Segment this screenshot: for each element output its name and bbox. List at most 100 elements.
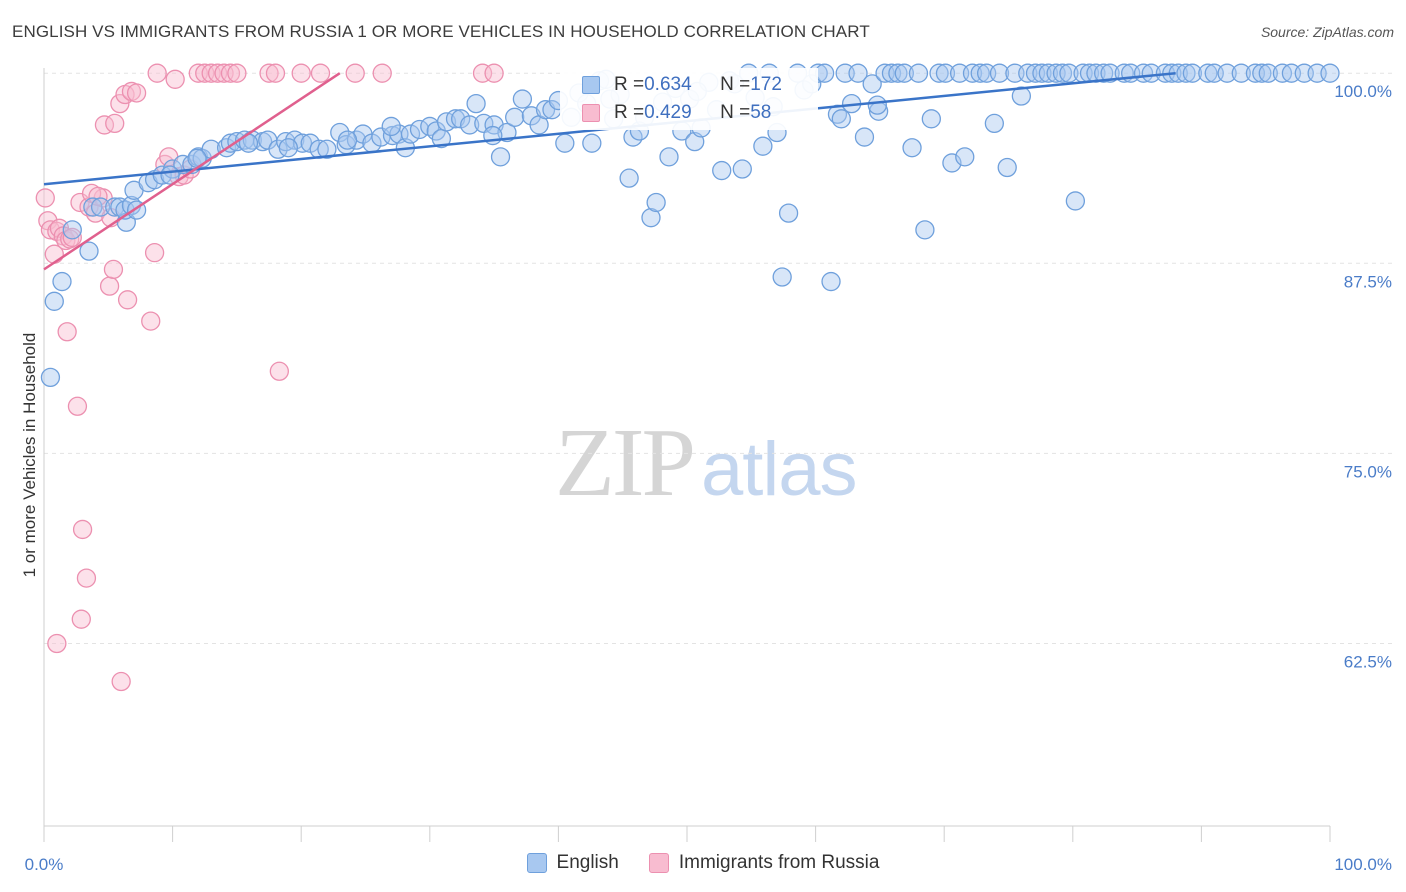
point-russia <box>57 322 77 342</box>
point-russia <box>126 83 147 103</box>
point-english <box>962 63 983 83</box>
legend-swatch-russia <box>648 853 669 873</box>
point-english <box>285 130 305 150</box>
point-english <box>1018 63 1038 83</box>
point-english <box>337 130 358 150</box>
point-russia <box>165 69 185 89</box>
point-russia <box>259 63 279 83</box>
point-english <box>1217 63 1237 83</box>
point-english <box>902 138 922 158</box>
point-russia <box>147 63 167 83</box>
point-english <box>989 63 1010 83</box>
point-russia <box>110 93 130 114</box>
point-russia <box>117 290 138 310</box>
point-english <box>646 192 666 213</box>
point-english <box>381 116 401 137</box>
legend-item-russia[interactable]: Immigrants from Russia <box>648 852 880 874</box>
point-english <box>582 133 602 153</box>
point-russia <box>310 63 331 83</box>
point-english <box>641 208 661 228</box>
x-tick-label: 0.0% <box>25 855 64 874</box>
stats-swatch-russia <box>582 104 600 122</box>
point-english <box>1059 63 1079 83</box>
point-russia <box>484 63 504 83</box>
point-english <box>62 220 82 240</box>
point-english <box>460 115 480 135</box>
point-english <box>929 63 949 83</box>
point-english <box>466 93 486 114</box>
point-russia <box>141 311 161 331</box>
point-english <box>935 63 956 83</box>
legend-swatch-english <box>526 853 547 873</box>
point-english <box>400 124 421 144</box>
legend-label-russia: Immigrants from Russia <box>678 852 880 873</box>
point-russia <box>372 63 392 83</box>
point-english <box>330 122 350 143</box>
point-english <box>1065 191 1086 211</box>
source-label: Source: ZipAtlas.com <box>1260 24 1394 40</box>
point-english <box>40 367 61 388</box>
point-english <box>44 291 64 311</box>
point-russia <box>76 568 97 588</box>
point-russia <box>269 361 289 381</box>
point-english <box>831 109 851 129</box>
point-russia <box>62 227 82 248</box>
point-english <box>1141 63 1161 83</box>
y-tick-label: 87.5% <box>1344 272 1392 291</box>
point-english <box>814 63 835 83</box>
stats-swatch-english <box>582 76 600 94</box>
watermark-zip: ZIP <box>555 409 696 517</box>
point-english <box>90 197 111 217</box>
point-english <box>1094 63 1114 83</box>
point-english <box>1100 63 1120 83</box>
point-english <box>1182 63 1203 83</box>
point-russia <box>265 63 286 83</box>
point-english <box>512 89 533 109</box>
stats-r-value: 0.429 <box>644 102 692 123</box>
point-english <box>1320 63 1340 83</box>
point-english <box>555 133 575 153</box>
point-english <box>921 109 941 129</box>
point-english <box>152 165 172 185</box>
x-tick-label: 100.0% <box>1334 855 1392 874</box>
point-english <box>1252 63 1272 83</box>
point-english <box>278 138 298 158</box>
point-english <box>894 63 914 83</box>
point-russia <box>35 188 55 208</box>
stats-n-value: 172 <box>750 74 782 95</box>
point-russia <box>103 259 124 280</box>
point-english <box>997 157 1017 178</box>
point-english <box>317 139 337 159</box>
point-russia <box>345 63 365 83</box>
legend: English Immigrants from Russia <box>0 852 1406 874</box>
y-tick-label: 75.0% <box>1344 462 1392 481</box>
point-russia <box>291 63 311 83</box>
point-english <box>848 63 868 83</box>
point-english <box>955 147 975 167</box>
legend-item-english[interactable]: English <box>526 852 619 874</box>
legend-label-english: English <box>556 852 619 873</box>
point-english <box>497 122 517 143</box>
point-english <box>1198 63 1218 83</box>
point-english <box>659 147 679 167</box>
point-english <box>821 271 841 292</box>
point-english <box>772 267 792 287</box>
stats-row-english: R = 0.634 N = 172 <box>582 72 782 98</box>
point-english <box>732 159 752 179</box>
point-english <box>1231 63 1251 83</box>
point-english <box>867 95 887 115</box>
stats-r-value: 0.634 <box>644 74 692 95</box>
point-english <box>854 127 875 147</box>
point-english <box>778 203 799 223</box>
point-english <box>1038 63 1059 83</box>
point-russia <box>71 609 91 629</box>
point-english <box>79 241 99 261</box>
point-english <box>908 63 929 83</box>
point-english <box>1176 63 1196 83</box>
point-english <box>970 63 990 83</box>
point-russia <box>111 671 131 692</box>
point-russia <box>144 243 165 263</box>
point-russia <box>47 633 67 654</box>
point-english <box>83 197 103 217</box>
